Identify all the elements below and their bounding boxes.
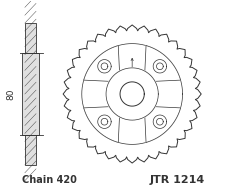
Text: 100: 100	[134, 98, 151, 107]
Bar	[22, 53, 39, 135]
Bar	[25, 23, 36, 165]
Polygon shape	[156, 118, 163, 125]
Polygon shape	[63, 25, 201, 163]
Text: Chain 420: Chain 420	[22, 175, 77, 185]
Polygon shape	[156, 63, 163, 70]
Polygon shape	[120, 82, 144, 106]
Polygon shape	[84, 45, 119, 81]
Text: 80: 80	[7, 88, 15, 100]
Polygon shape	[101, 118, 108, 125]
Text: JTR 1214: JTR 1214	[150, 175, 205, 185]
Polygon shape	[84, 107, 119, 143]
Polygon shape	[145, 45, 181, 81]
Polygon shape	[101, 63, 108, 70]
Polygon shape	[106, 68, 158, 120]
Polygon shape	[145, 107, 181, 143]
Text: 8.25: 8.25	[134, 71, 149, 77]
